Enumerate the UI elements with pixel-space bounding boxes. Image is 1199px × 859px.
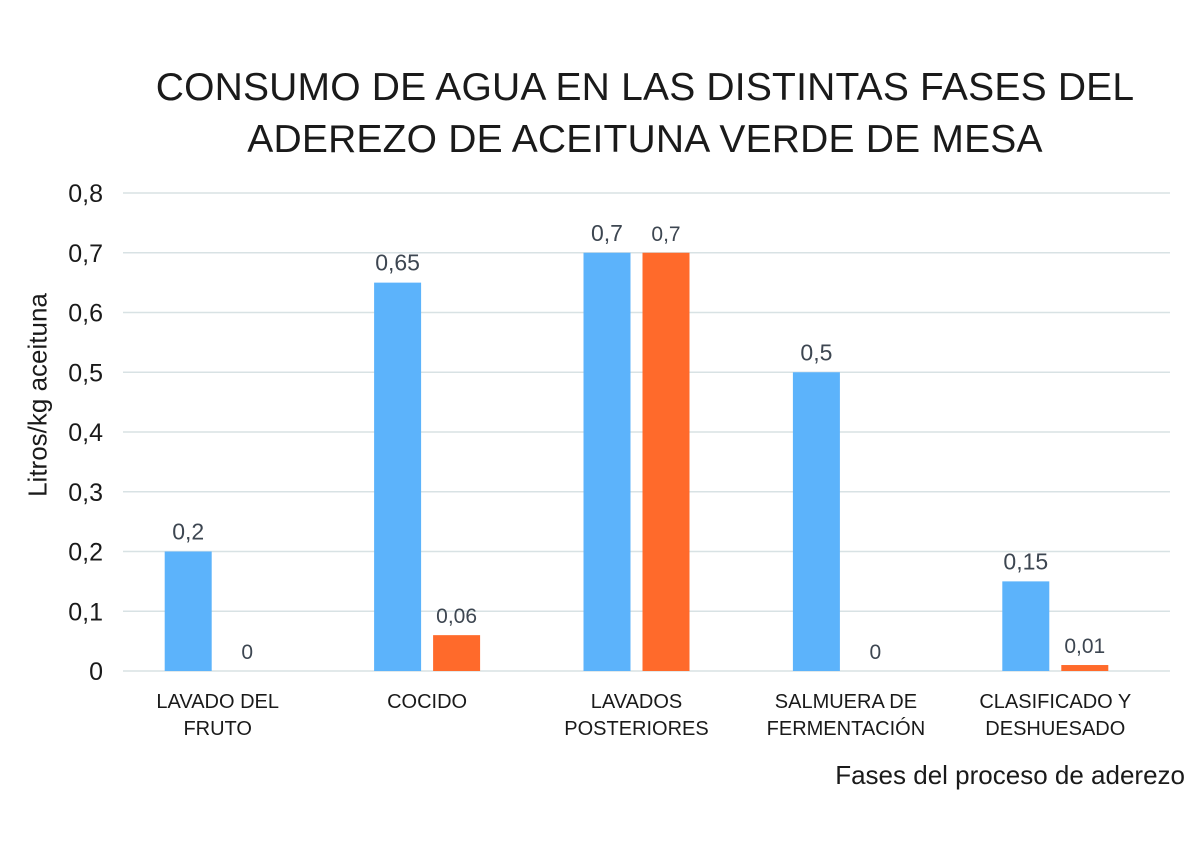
chart-title-line-2: ADEREZO DE ACEITUNA VERDE DE MESA [247, 118, 1043, 161]
bar-series-1 [792, 372, 840, 671]
bar-series-1 [374, 282, 422, 671]
y-tick-label: 0,3 [68, 479, 103, 507]
y-tick-label: 0,6 [68, 300, 103, 328]
data-label: 0,5 [800, 339, 832, 365]
x-tick-label: LAVADOS [591, 691, 683, 713]
y-tick-label: 0,5 [68, 359, 103, 387]
data-label: 0,65 [375, 250, 420, 276]
y-tick-label: 0,1 [68, 598, 103, 626]
x-axis-label: Fases del proceso de aderezo [835, 760, 1185, 790]
y-tick-label: 0,4 [68, 419, 103, 447]
bar-series-2 [642, 252, 690, 671]
x-tick-label: FRUTO [183, 718, 252, 740]
data-label: 0 [870, 641, 882, 664]
bar-series-2 [1061, 665, 1109, 671]
x-tick-label: LAVADO DEL [156, 691, 279, 713]
y-tick-label: 0,2 [68, 539, 103, 567]
x-tick-label: DESHUESADO [985, 718, 1125, 740]
chart-title: CONSUMO DE AGUA EN LAS DISTINTAS FASES D… [0, 62, 1199, 166]
chart-title-line-1: CONSUMO DE AGUA EN LAS DISTINTAS FASES D… [155, 66, 1135, 109]
data-label: 0,7 [651, 223, 680, 246]
y-tick-label: 0 [89, 658, 103, 686]
y-tick-label: 0,7 [68, 240, 103, 268]
data-label: 0 [241, 641, 253, 664]
data-label: 0,2 [172, 519, 204, 545]
y-tick-label: 0,8 [68, 180, 103, 208]
data-label: 0,01 [1064, 635, 1105, 658]
data-label: 0,06 [436, 605, 477, 628]
x-tick-label: POSTERIORES [564, 718, 708, 740]
bar-series-1 [583, 252, 631, 671]
x-tick-label: COCIDO [387, 691, 467, 713]
bar-series-2 [433, 635, 481, 671]
bar-series-1 [164, 551, 212, 671]
data-label: 0,7 [591, 220, 623, 246]
x-tick-label: CLASIFICADO Y [979, 691, 1131, 713]
x-tick-label: SALMUERA DE [775, 691, 917, 713]
bar-series-1 [1002, 581, 1050, 671]
x-tick-label: FERMENTACIÓN [767, 717, 926, 740]
data-label: 0,15 [1003, 548, 1048, 574]
